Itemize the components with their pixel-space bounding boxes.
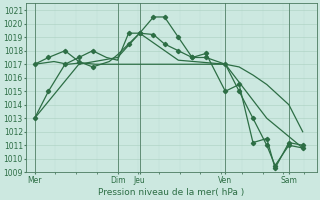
X-axis label: Pression niveau de la mer( hPa ): Pression niveau de la mer( hPa ) (98, 188, 244, 197)
